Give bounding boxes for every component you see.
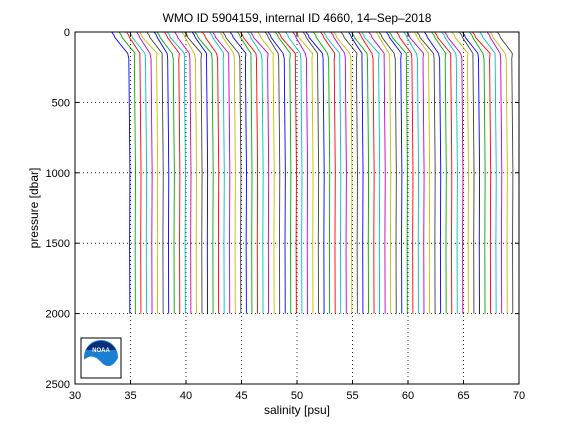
y-tick-label: 2500 xyxy=(46,379,70,391)
salinity-profile-line xyxy=(423,31,442,314)
salinity-profile-line xyxy=(219,31,236,314)
salinity-profile-line xyxy=(472,31,492,314)
salinity-profile-line xyxy=(396,31,414,314)
grid xyxy=(75,32,519,384)
salinity-profile-line xyxy=(479,31,497,314)
salinity-profile-line xyxy=(375,31,392,314)
y-tick-label: 1500 xyxy=(46,238,70,250)
salinity-profile-line xyxy=(181,31,197,314)
salinity-profile-line xyxy=(350,31,370,314)
salinity-profile-line xyxy=(229,31,247,314)
salinity-profile-line xyxy=(320,31,336,314)
x-tick-label: 35 xyxy=(124,390,136,402)
salinity-profile-line xyxy=(330,31,347,314)
salinity-profiles xyxy=(111,31,514,314)
y-axis-label: pressure [dbar] xyxy=(27,168,41,249)
salinity-profile-line xyxy=(239,31,259,314)
salinity-profile-line xyxy=(128,31,148,314)
x-tick-label: 60 xyxy=(402,390,414,402)
x-tick-label: 50 xyxy=(291,390,303,402)
salinity-profile-line xyxy=(323,31,342,314)
salinity-profile-line xyxy=(441,31,458,314)
logo-text: NOAA xyxy=(92,348,110,354)
y-tick-label: 500 xyxy=(52,97,70,109)
salinity-profile-line xyxy=(250,31,270,314)
plot-area: NOAA 30 35 40 45 50 55 60 65 70 0 500 1000 1500 2000 2… xyxy=(46,27,526,402)
salinity-profile-line xyxy=(118,31,136,314)
salinity-profile-line xyxy=(222,31,242,314)
salinity-profile-line xyxy=(277,31,297,314)
x-tick-label: 55 xyxy=(346,390,358,402)
salinity-profile-line xyxy=(209,31,225,314)
salinity-profile-line xyxy=(385,31,403,314)
salinity-profile-line xyxy=(163,31,181,314)
salinity-profile-line xyxy=(406,31,425,314)
salinity-profile-line xyxy=(431,31,447,314)
x-tick-label: 65 xyxy=(457,390,469,402)
salinity-profile-line xyxy=(368,31,386,314)
salinity-profile-line xyxy=(156,31,175,314)
salinity-profile-line xyxy=(340,31,358,314)
salinity-profile-line xyxy=(358,31,375,314)
salinity-profile-line xyxy=(469,31,486,314)
salinity-profile-line xyxy=(264,31,281,314)
salinity-profile-line xyxy=(388,31,408,314)
salinity-profile-line xyxy=(451,31,469,314)
chart-title: WMO ID 5904159, internal ID 4660, 14–Sep… xyxy=(163,11,432,25)
salinity-profile-line xyxy=(191,31,209,314)
salinity-profile-line xyxy=(267,31,286,314)
salinity-profile-line xyxy=(194,31,214,314)
x-tick-label: 30 xyxy=(69,390,81,402)
salinity-profile-line xyxy=(312,31,331,314)
salinity-profile-line xyxy=(136,31,153,314)
salinity-profile-line xyxy=(153,31,170,314)
axis-ticks: 30 35 40 45 50 55 60 65 70 0 500 1000 1500 2000 2500 xyxy=(46,27,526,402)
salinity-profile-line xyxy=(139,31,159,314)
salinity-profile-line xyxy=(489,31,508,314)
salinity-profile-line xyxy=(111,31,131,314)
salinity-profile-line xyxy=(347,31,364,314)
salinity-profile-line xyxy=(496,31,514,314)
noaa-logo: NOAA xyxy=(80,337,122,379)
x-tick-label: 70 xyxy=(513,390,525,402)
salinity-profile-line xyxy=(201,31,220,314)
salinity-profile-line xyxy=(274,31,292,314)
salinity-profile-line xyxy=(333,31,353,314)
salinity-profile-line xyxy=(247,31,264,314)
salinity-profile-line xyxy=(257,31,275,314)
salinity-profile-line xyxy=(305,31,325,314)
salinity-profile-line xyxy=(458,31,475,314)
salinity-profile-line xyxy=(413,31,431,314)
salinity-profile-line xyxy=(461,31,481,314)
salinity-profile-line xyxy=(212,31,231,314)
salinity-profile-line xyxy=(125,31,142,314)
salinity-profile-line xyxy=(416,31,436,314)
y-tick-label: 2000 xyxy=(46,309,70,321)
salinity-profile-line xyxy=(166,31,186,314)
salinity-profile-line xyxy=(444,31,464,314)
logo-sky xyxy=(86,341,116,350)
salinity-profile-line xyxy=(146,31,164,314)
salinity-profile-line xyxy=(403,31,419,314)
salinity-profile-line xyxy=(285,31,303,314)
salinity-profile-line xyxy=(302,31,320,314)
salinity-profile-line xyxy=(174,31,192,314)
salinity-profile-line xyxy=(184,31,203,314)
y-tick-label: 0 xyxy=(64,27,70,39)
x-axis-label: salinity [psu] xyxy=(264,403,330,417)
salinity-profile-line xyxy=(486,31,503,314)
logo-wave xyxy=(84,356,119,377)
salinity-profile-line xyxy=(378,31,397,314)
y-tick-label: 1000 xyxy=(46,168,70,180)
salinity-profile-line xyxy=(295,31,314,314)
salinity-profile-line xyxy=(292,31,308,314)
salinity-profile-line xyxy=(236,31,253,314)
salinity-profile-line xyxy=(434,31,453,314)
salinity-profile-line xyxy=(361,31,381,314)
x-tick-label: 45 xyxy=(235,390,247,402)
x-tick-label: 40 xyxy=(180,390,192,402)
